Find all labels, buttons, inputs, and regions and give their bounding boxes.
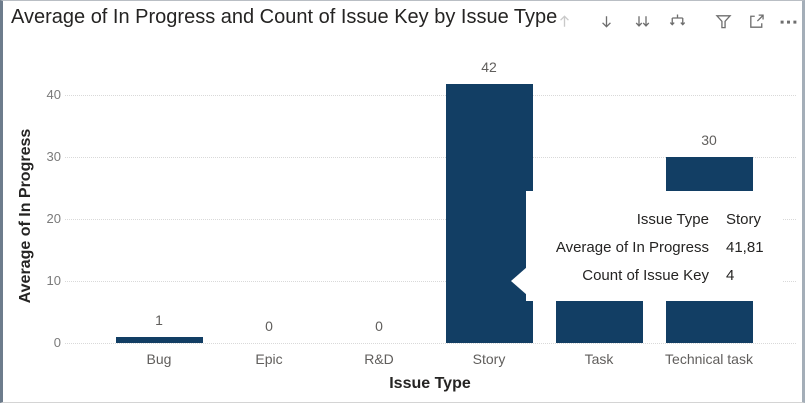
y-tick-label: 40 [46, 87, 61, 102]
more-options-icon[interactable] [775, 8, 801, 34]
tooltip-row: Average of In Progress 41,81 [526, 234, 776, 262]
drill-down-icon[interactable] [593, 8, 619, 34]
tooltip-row: Count of Issue Key 4 [526, 262, 776, 290]
y-tick-label: 0 [53, 335, 61, 350]
tooltip-row: Issue Type Story [526, 206, 776, 234]
y-tick-label: 30 [46, 149, 61, 164]
x-category-label: Story [472, 351, 506, 367]
data-label: 42 [481, 58, 497, 75]
x-category-label: Technical task [665, 351, 753, 367]
tooltip-value: Story [726, 211, 762, 228]
visual-title: Average of In Progress and Count of Issu… [11, 6, 558, 28]
x-category-label: Task [584, 351, 614, 367]
data-label: 0 [265, 318, 273, 334]
bar-story[interactable] [445, 83, 533, 343]
tooltip-label: Average of In Progress [555, 239, 709, 256]
gridline [65, 281, 796, 282]
go-to-next-level-icon[interactable] [629, 8, 655, 34]
chart-tooltip: Issue Type Story Average of In Progress … [511, 191, 782, 301]
y-tick-label: 10 [46, 273, 61, 288]
x-category-label: Epic [255, 351, 283, 367]
focus-mode-icon[interactable] [743, 8, 769, 34]
bar-bug[interactable] [115, 336, 203, 343]
gridline [65, 157, 796, 158]
tooltip-arrow [511, 267, 527, 295]
gridline [65, 343, 796, 344]
tooltip-label: Issue Type [636, 211, 709, 228]
x-category-label: R&D [364, 351, 394, 367]
data-label: 30 [701, 132, 717, 148]
tooltip-value: 41,81 [726, 239, 764, 256]
filter-icon[interactable] [710, 8, 736, 34]
drill-up-icon[interactable] [551, 8, 577, 34]
x-category-label: Bug [146, 351, 172, 367]
gridline [65, 95, 796, 96]
y-tick-label: 20 [46, 211, 61, 226]
tooltip-label: Count of Issue Key [582, 267, 709, 284]
x-axis-title: Issue Type [389, 375, 471, 392]
bar-task[interactable] [555, 298, 643, 343]
data-label: 0 [375, 318, 383, 334]
gridline [65, 219, 796, 220]
data-label: 1 [155, 311, 163, 328]
tooltip-value: 4 [726, 267, 735, 284]
expand-all-down-icon[interactable] [664, 8, 690, 34]
